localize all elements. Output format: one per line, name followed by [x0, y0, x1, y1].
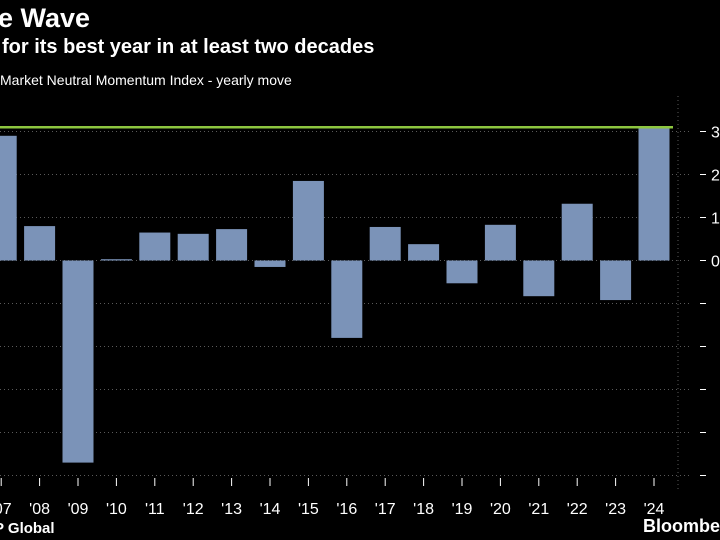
x-tick-label: '22	[567, 501, 588, 518]
x-tick-label: '11	[145, 501, 165, 518]
bar-10	[100, 259, 132, 261]
bar-14	[254, 260, 286, 267]
x-tick-label: '21	[528, 501, 549, 518]
bar-21	[523, 260, 555, 297]
bar-24	[638, 128, 670, 261]
x-tick-label: '14	[260, 501, 281, 518]
x-tick-label: '07	[0, 501, 12, 518]
bar-18	[408, 244, 440, 261]
x-tick-label: '12	[183, 501, 204, 518]
chart-subtitle: for its best year in at least two decade…	[2, 36, 375, 58]
bar-12	[177, 233, 209, 261]
legend-label: Market Neutral Momentum Index - yearly m…	[0, 72, 292, 88]
x-tick-label: '16	[336, 501, 357, 518]
x-tick-label: '13	[221, 501, 242, 518]
bar-15	[292, 180, 324, 261]
y-tick-label: 3	[711, 125, 720, 142]
bar-08	[24, 226, 56, 261]
bar-11	[139, 232, 171, 261]
bar-20	[484, 224, 516, 261]
bars	[0, 128, 670, 463]
bar-07	[0, 135, 17, 261]
y-tick-label: 2	[711, 168, 720, 185]
bar-17	[369, 226, 401, 261]
x-tick-label: '10	[106, 501, 127, 518]
bar-09	[62, 260, 94, 463]
bar-19	[446, 260, 478, 284]
x-tick-label: '20	[490, 501, 511, 518]
x-tick-label: '08	[29, 501, 50, 518]
brand-logo: Bloombe	[642, 516, 720, 536]
x-tick-label: '15	[298, 501, 319, 518]
bar-13	[216, 229, 248, 261]
x-tick-label: '17	[375, 501, 396, 518]
y-tick-label: 1	[711, 211, 720, 228]
y-axis: 3 2 1 0	[700, 125, 720, 476]
x-axis: '07 '08 '09 '10 '11 '12 '13 '14 '15 '16 '17 '18 '19 '…	[0, 478, 665, 518]
y-tick-label: 0	[711, 254, 720, 271]
chart-title: e Wave	[0, 3, 91, 33]
bar-22	[561, 203, 593, 261]
bar-16	[331, 260, 363, 338]
x-tick-label: '23	[605, 501, 626, 518]
x-tick-label: '09	[68, 501, 89, 518]
x-tick-label: '24	[644, 501, 665, 518]
source-label: P Global	[0, 520, 55, 537]
x-tick-label: '18	[413, 501, 434, 518]
bar-23	[600, 260, 632, 301]
x-tick-label: '19	[452, 501, 473, 518]
